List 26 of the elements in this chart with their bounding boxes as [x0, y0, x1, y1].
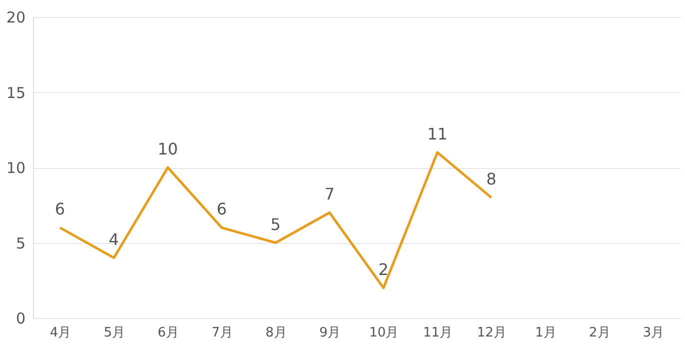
y-tick-label: 0 — [16, 310, 26, 328]
y-tick-label: 5 — [16, 234, 26, 252]
data-label: 10 — [158, 140, 178, 158]
y-tick-label: 10 — [6, 159, 26, 177]
x-tick-label: 5月 — [104, 326, 126, 340]
x-tick-label: 6月 — [158, 326, 179, 340]
data-label: 5 — [270, 214, 281, 234]
y-tick-label: 20 — [6, 8, 26, 26]
data-label: 8 — [486, 170, 496, 189]
x-tick-label: 2月 — [588, 326, 610, 340]
x-tick-label: 12月 — [477, 326, 507, 340]
x-tick-label: 1月 — [535, 326, 556, 340]
x-tick-label: 8月 — [265, 326, 287, 340]
x-tick-label: 9月 — [319, 326, 341, 340]
x-tick-label: 3月 — [642, 326, 664, 340]
x-tick-label: 7月 — [212, 326, 233, 340]
data-label: 6 — [54, 200, 66, 219]
x-tick-label: 11月 — [423, 326, 453, 340]
y-tick-label: 15 — [6, 84, 26, 102]
x-tick-label: 4月 — [50, 326, 72, 340]
data-label: 2 — [378, 260, 389, 279]
data-label: 11 — [427, 124, 448, 144]
data-label: 6 — [216, 200, 227, 219]
data-label: 4 — [108, 230, 119, 249]
data-label: 7 — [324, 184, 335, 204]
x-tick-label: 10月 — [369, 326, 399, 340]
